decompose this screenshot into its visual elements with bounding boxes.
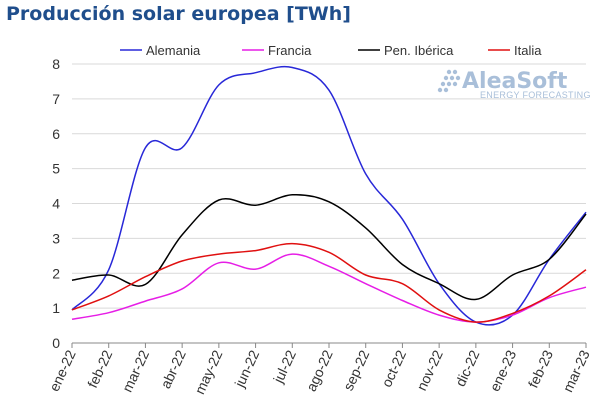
data-point-italia <box>475 321 477 323</box>
x-tick-label: may-22 <box>191 347 225 396</box>
data-point-alemania <box>218 84 220 86</box>
data-point-pen-ib-rica <box>438 283 440 285</box>
data-point-alemania <box>254 72 256 74</box>
y-tick-label: 3 <box>52 230 60 246</box>
data-point-pen-ib-rica <box>585 213 587 215</box>
data-point-pen-ib-rica <box>71 279 73 281</box>
aleasoft-logo: AleaSoft ENERGY FORECASTING <box>437 69 591 100</box>
y-tick-label: 6 <box>52 126 60 142</box>
data-point-italia <box>548 295 550 297</box>
data-point-alemania <box>181 147 183 149</box>
data-point-alemania <box>328 89 330 91</box>
y-axis: 0 1 2 3 4 5 6 7 8 <box>52 56 60 351</box>
x-tick-label: mar-23 <box>559 347 592 394</box>
data-point-francia <box>328 265 330 267</box>
data-point-francia <box>108 311 110 313</box>
logo-dots-icon <box>437 69 461 93</box>
data-point-italia <box>291 242 293 244</box>
data-point-pen-ib-rica <box>218 199 220 201</box>
data-point-italia <box>401 283 403 285</box>
x-tick-label: mar-22 <box>119 347 152 394</box>
data-point-pen-ib-rica <box>511 274 513 276</box>
data-point-alemania <box>144 147 146 149</box>
plot-series <box>71 65 587 326</box>
data-point-pen-ib-rica <box>365 227 367 229</box>
x-tick-label: oct-22 <box>378 347 409 389</box>
data-point-pen-ib-rica <box>181 234 183 236</box>
x-tick-label: jul-22 <box>270 347 299 386</box>
legend-label-alemania: Alemania <box>146 43 201 58</box>
data-point-francia <box>71 318 73 320</box>
data-point-alemania <box>365 173 367 175</box>
data-point-pen-ib-rica <box>328 201 330 203</box>
x-tick-label: feb-23 <box>525 347 556 390</box>
data-point-italia <box>438 309 440 311</box>
data-point-alemania <box>108 269 110 271</box>
series-line-pen-ib-rica <box>71 193 587 301</box>
legend-label-francia: Francia <box>268 43 312 58</box>
y-tick-label: 5 <box>52 161 60 177</box>
data-point-francia <box>218 262 220 264</box>
data-point-pen-ib-rica <box>548 258 550 260</box>
data-point-italia <box>511 312 513 314</box>
data-point-italia <box>328 251 330 253</box>
data-point-pen-ib-rica <box>401 263 403 265</box>
y-tick-label: 7 <box>52 91 60 107</box>
x-tick-label: ene-23 <box>486 347 519 393</box>
x-tick-label: jun-22 <box>231 347 262 390</box>
data-point-italia <box>585 269 587 271</box>
x-tick-label: dic-22 <box>452 347 483 389</box>
data-point-francia <box>401 299 403 301</box>
data-point-italia <box>181 260 183 262</box>
data-point-francia <box>144 300 146 302</box>
data-point-italia <box>144 276 146 278</box>
data-point-francia <box>365 283 367 285</box>
data-point-pen-ib-rica <box>475 298 477 300</box>
data-point-pen-ib-rica <box>144 283 146 285</box>
logo-tagline: ENERGY FORECASTING <box>480 90 591 100</box>
y-tick-label: 0 <box>52 335 60 351</box>
y-tick-label: 2 <box>52 265 60 281</box>
legend: Alemania Francia Pen. Ibérica Italia <box>120 43 542 58</box>
data-point-pen-ib-rica <box>291 194 293 196</box>
x-tick-label: feb-22 <box>84 347 115 390</box>
data-point-francia <box>438 314 440 316</box>
data-point-alemania <box>401 218 403 220</box>
chart-title: Producción solar europea [TWh] <box>6 3 351 25</box>
legend-label-italia: Italia <box>514 43 542 58</box>
y-tick-label: 4 <box>52 196 60 212</box>
series-line-alemania <box>71 65 587 326</box>
x-tick-label: ago-22 <box>303 347 336 393</box>
series-line-italia <box>71 242 587 323</box>
data-point-italia <box>218 253 220 255</box>
x-axis: ene-22 feb-22 mar-22 abr-22 may-22 jun-22 jul-… <box>46 343 593 397</box>
data-point-alemania <box>291 66 293 68</box>
x-tick-label: nov-22 <box>413 347 446 393</box>
x-tick-label: sep-22 <box>340 347 373 393</box>
data-point-italia <box>254 249 256 251</box>
data-point-francia <box>291 253 293 255</box>
grid-lines <box>72 63 586 344</box>
data-point-francia <box>181 288 183 290</box>
logo-name: AleaSoft <box>462 69 568 94</box>
data-point-pen-ib-rica <box>254 204 256 206</box>
y-tick-label: 8 <box>52 56 60 72</box>
x-tick-label: ene-22 <box>46 347 79 393</box>
data-point-italia <box>108 295 110 297</box>
legend-label-pen-ib-rica: Pen. Ibérica <box>384 43 454 58</box>
data-point-italia <box>365 274 367 276</box>
data-point-italia <box>71 309 73 311</box>
data-point-francia <box>585 286 587 288</box>
data-point-pen-ib-rica <box>108 274 110 276</box>
data-point-francia <box>254 268 256 270</box>
y-tick-label: 1 <box>52 300 60 316</box>
series-line-francia <box>71 253 587 323</box>
x-tick-label: abr-22 <box>157 347 189 391</box>
